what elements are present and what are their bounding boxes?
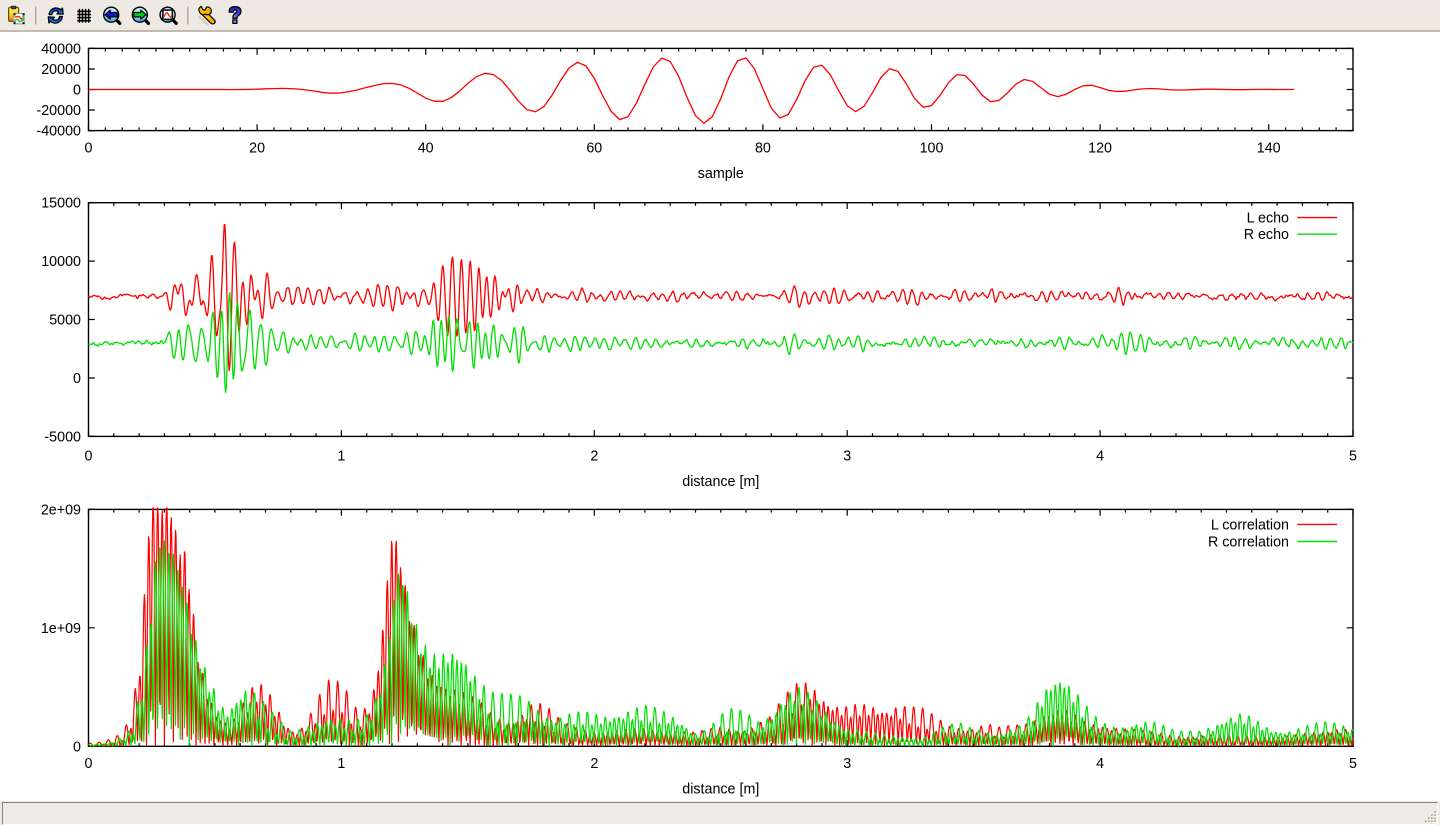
svg-text:0: 0 [85,756,93,772]
svg-text:4: 4 [1096,756,1104,772]
svg-text:40: 40 [418,141,434,157]
svg-text:0: 0 [73,739,81,755]
svg-text:1: 1 [337,448,345,464]
svg-text:140: 140 [1257,141,1281,157]
svg-text:20: 20 [249,141,265,157]
svg-text:60: 60 [586,141,602,157]
svg-text:120: 120 [1088,141,1112,157]
svg-text:distance [m]: distance [m] [682,782,759,798]
svg-text:2: 2 [590,448,598,464]
svg-text:R correlation: R correlation [1208,535,1289,551]
svg-text:distance [m]: distance [m] [682,474,759,490]
svg-text:sample: sample [698,166,744,182]
svg-text:3: 3 [843,756,851,772]
svg-text:3: 3 [843,448,851,464]
svg-text:0: 0 [73,83,81,99]
svg-text:5: 5 [1349,448,1357,464]
svg-text:0: 0 [85,141,93,157]
svg-text:0: 0 [85,448,93,464]
svg-text:40000: 40000 [41,41,81,57]
svg-text:5000: 5000 [49,313,81,329]
svg-text:-40000: -40000 [36,124,81,140]
svg-text:L echo: L echo [1247,211,1289,227]
svg-text:15000: 15000 [41,196,81,212]
svg-text:4: 4 [1096,448,1104,464]
svg-text:1: 1 [337,756,345,772]
svg-text:10000: 10000 [41,254,81,270]
svg-text:2e+09: 2e+09 [41,502,81,518]
svg-text:1e+09: 1e+09 [41,621,81,637]
svg-text:L correlation: L correlation [1211,517,1289,533]
svg-text:5: 5 [1349,756,1357,772]
svg-text:-5000: -5000 [44,429,81,445]
svg-text:0: 0 [73,371,81,387]
svg-text:R echo: R echo [1244,227,1289,243]
svg-text:20000: 20000 [41,62,81,78]
svg-text:100: 100 [920,141,944,157]
svg-text:-20000: -20000 [36,103,81,119]
svg-text:2: 2 [590,756,598,772]
svg-text:80: 80 [755,141,771,157]
